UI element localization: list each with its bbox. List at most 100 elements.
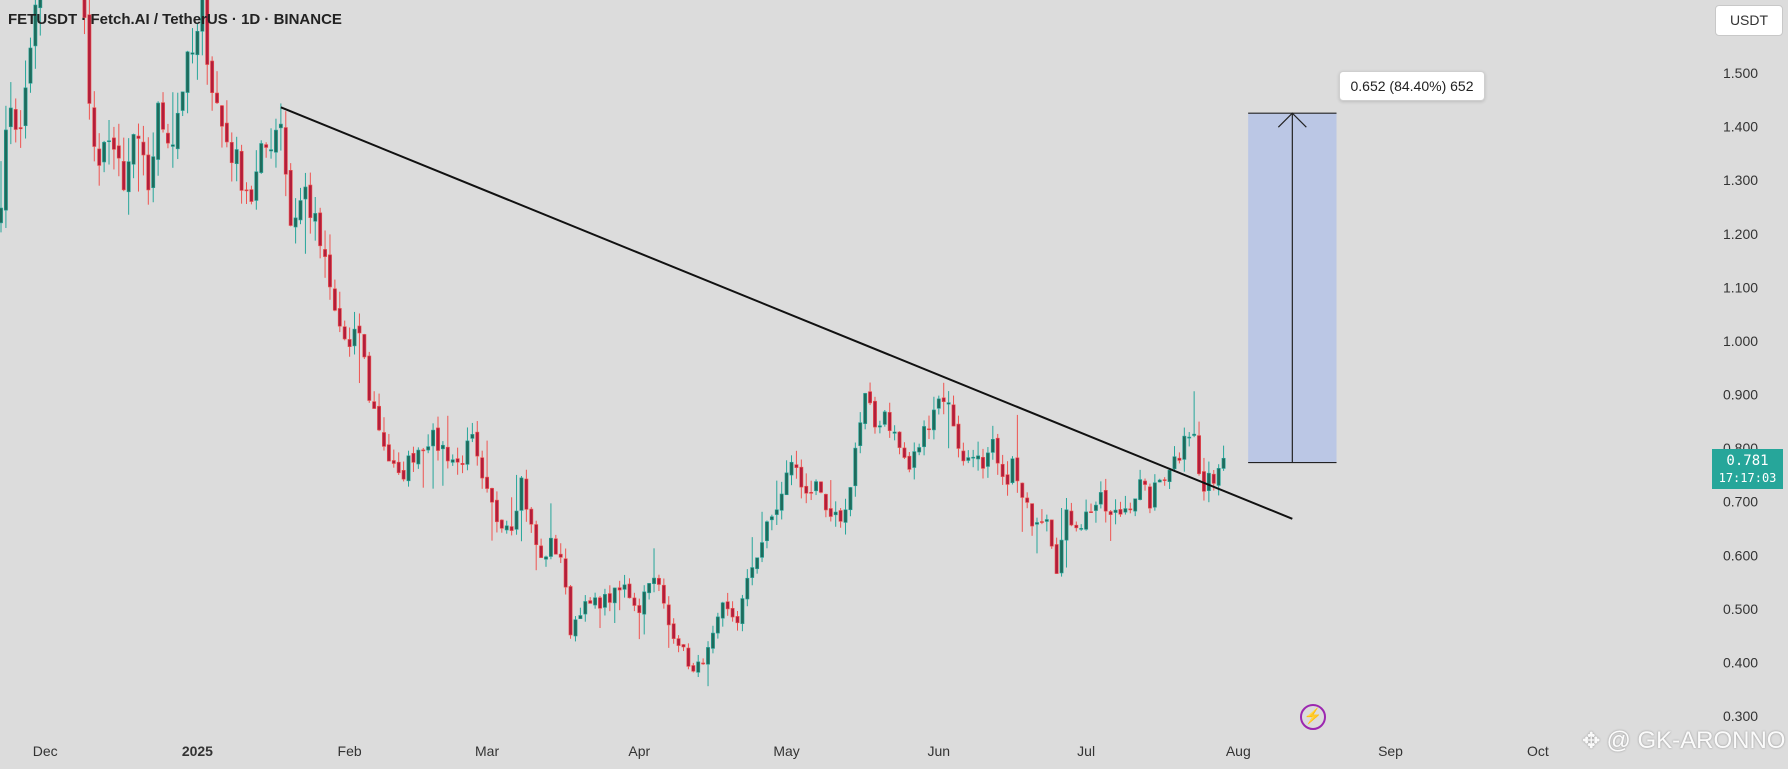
trendline: [280, 106, 1293, 520]
candle-body: [720, 602, 725, 619]
candle-body: [136, 135, 141, 139]
candle-body: [1025, 497, 1030, 503]
candle: [396, 452, 401, 475]
candle-body: [843, 509, 848, 523]
candle: [882, 410, 887, 427]
candle-body: [686, 647, 691, 667]
candle: [3, 105, 8, 228]
candle-body: [156, 102, 161, 160]
candle: [519, 476, 524, 542]
candle: [951, 395, 956, 427]
candle: [956, 415, 961, 458]
candle: [1108, 510, 1113, 541]
candle: [612, 587, 617, 624]
candle-body: [126, 161, 131, 193]
candle-body: [8, 107, 13, 128]
candle-body: [1187, 436, 1192, 439]
candle: [170, 92, 175, 168]
candle-body: [1000, 463, 1005, 477]
candle-body: [431, 429, 436, 447]
price-tick-label: 0.600: [1723, 547, 1758, 563]
candle: [799, 459, 804, 499]
candle: [347, 327, 352, 357]
candle-body: [210, 60, 215, 93]
candle: [1177, 452, 1182, 464]
currency-button[interactable]: USDT: [1715, 5, 1783, 36]
candle-body: [1167, 469, 1172, 482]
candle-body: [612, 587, 617, 604]
candle: [936, 395, 941, 415]
candle: [23, 60, 28, 139]
candle-body: [976, 455, 981, 460]
candle-body: [190, 52, 195, 55]
candle: [769, 514, 774, 531]
candle: [1157, 478, 1162, 483]
candle: [136, 123, 141, 192]
candle: [190, 28, 195, 64]
candle-body: [303, 186, 308, 200]
time-tick-label: Feb: [338, 743, 362, 759]
candle-body: [1108, 511, 1113, 515]
candle-body: [1074, 524, 1079, 529]
candle: [1162, 477, 1167, 486]
candle-body: [82, 0, 87, 18]
candle-body: [1133, 498, 1138, 512]
candle-body: [539, 545, 544, 558]
candle-body: [1079, 528, 1084, 530]
candle: [907, 452, 912, 473]
candle: [563, 548, 568, 595]
candle-body: [97, 148, 102, 166]
last-price-value: 0.781: [1726, 453, 1769, 469]
candle: [622, 574, 627, 598]
candle: [789, 455, 794, 486]
lightning-icon[interactable]: ⚡: [1300, 704, 1326, 730]
candle-body: [1103, 490, 1108, 512]
candle: [804, 473, 809, 504]
candle-body: [676, 638, 681, 646]
candle-body: [696, 661, 701, 673]
candle: [833, 501, 838, 527]
candle: [548, 503, 553, 560]
candle: [1059, 507, 1064, 577]
candle: [828, 480, 833, 522]
candle-body: [367, 355, 372, 401]
candle: [470, 422, 475, 443]
candle: [490, 487, 494, 541]
candle: [146, 137, 151, 205]
candle-body: [1020, 482, 1025, 498]
candle-body: [657, 577, 661, 585]
candle: [1113, 499, 1118, 525]
candle: [1192, 391, 1197, 438]
candle: [293, 198, 298, 244]
candle: [676, 635, 681, 653]
candle-body: [278, 123, 283, 129]
candle-body: [603, 594, 607, 608]
candle-body: [588, 600, 593, 604]
candle-body: [534, 524, 539, 546]
candle-body: [480, 457, 485, 479]
candle-body: [681, 644, 686, 648]
candle-body: [318, 212, 323, 247]
candle: [264, 142, 269, 158]
candle-body: [593, 597, 598, 606]
candle: [318, 207, 323, 259]
candle-body: [627, 583, 632, 599]
candle: [229, 132, 234, 182]
candle-body: [509, 526, 514, 531]
candle-body: [121, 161, 126, 191]
candle-body: [873, 400, 877, 428]
candle: [195, 23, 200, 80]
price-tick-label: 1.100: [1723, 279, 1758, 295]
candle: [274, 118, 278, 168]
candle: [166, 123, 170, 149]
candle-body: [13, 109, 18, 130]
price-tick-label: 0.700: [1723, 494, 1758, 510]
candle: [220, 105, 224, 148]
candle: [210, 56, 215, 111]
candle: [1118, 501, 1123, 517]
symbol-title[interactable]: FETUSDT · Fetch.AI / TetherUS · 1D · BIN…: [8, 11, 342, 28]
candle: [431, 423, 436, 489]
candle: [121, 137, 126, 192]
